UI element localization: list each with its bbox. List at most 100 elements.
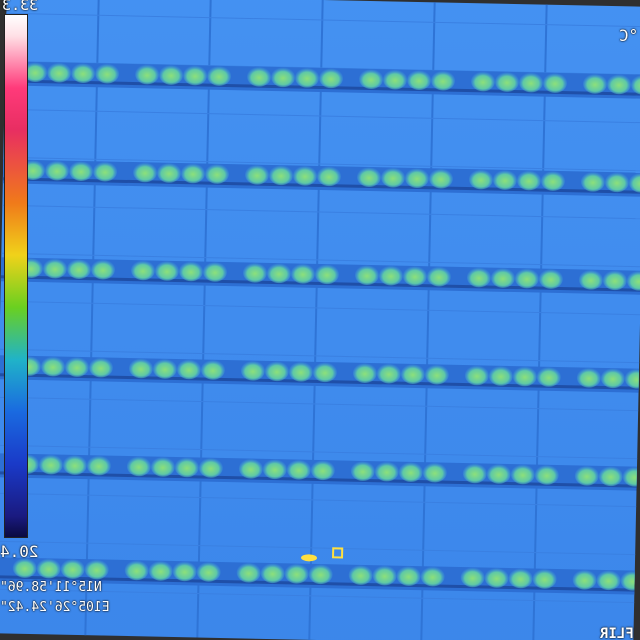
junction-hotspot bbox=[150, 456, 175, 477]
hotspot-anomaly bbox=[332, 547, 344, 559]
junction-hotspot bbox=[471, 71, 496, 92]
junction-hotspot bbox=[12, 557, 37, 578]
junction-hotspot bbox=[205, 163, 230, 184]
junction-hotspot bbox=[604, 172, 629, 193]
junction-hotspot bbox=[93, 161, 118, 182]
junction-hotspot bbox=[428, 168, 453, 189]
junction-hotspot bbox=[317, 166, 342, 187]
junction-hotspot bbox=[352, 362, 377, 383]
junction-hotspot bbox=[84, 559, 109, 580]
junction-hotspot bbox=[466, 267, 491, 288]
junction-hotspot bbox=[202, 261, 227, 282]
junction-hotspot bbox=[460, 567, 485, 588]
junction-hotspot bbox=[43, 258, 68, 279]
panel-row-seam bbox=[0, 274, 640, 293]
module-seam bbox=[0, 300, 640, 316]
junction-hotspot bbox=[490, 267, 515, 288]
panel-row-seam bbox=[0, 574, 640, 593]
junction-hotspot bbox=[602, 270, 627, 291]
junction-hotspot bbox=[402, 265, 427, 286]
junction-hotspot bbox=[154, 260, 179, 281]
junction-hotspot bbox=[372, 565, 397, 586]
module-seam bbox=[0, 156, 640, 172]
junction-hotspot bbox=[236, 562, 261, 583]
temperature-scale-bar bbox=[4, 14, 28, 538]
junction-hotspot bbox=[71, 62, 96, 83]
junction-hotspot bbox=[538, 268, 563, 289]
junction-hotspot bbox=[269, 165, 294, 186]
module-seam bbox=[531, 0, 549, 640]
junction-hotspot bbox=[264, 361, 289, 382]
junction-hotspot bbox=[266, 263, 291, 284]
panel-row-seam bbox=[0, 78, 640, 97]
junction-hotspot bbox=[198, 457, 223, 478]
junction-hotspot bbox=[200, 359, 225, 380]
junction-hotspot bbox=[383, 69, 408, 90]
junction-hotspot bbox=[510, 464, 535, 485]
module-seam bbox=[0, 492, 640, 508]
junction-hotspot bbox=[245, 164, 270, 185]
junction-hotspot bbox=[67, 258, 92, 279]
junction-hotspot bbox=[512, 366, 537, 387]
junction-hotspot bbox=[126, 456, 151, 477]
module-seam bbox=[83, 0, 101, 640]
gps-longitude: E105°26'24.42" bbox=[0, 600, 110, 615]
junction-hotspot bbox=[576, 367, 601, 388]
scale-max-label: 33.3 bbox=[2, 0, 39, 14]
junction-hotspot bbox=[23, 61, 48, 82]
junction-hotspot bbox=[178, 261, 203, 282]
junction-hotspot bbox=[357, 166, 382, 187]
junction-hotspot bbox=[308, 564, 333, 585]
junction-hotspot bbox=[583, 73, 608, 94]
junction-hotspot bbox=[407, 70, 432, 91]
junction-hotspot bbox=[514, 268, 539, 289]
module-seam bbox=[0, 444, 640, 460]
junction-hotspot bbox=[88, 357, 113, 378]
junction-hotspot bbox=[431, 70, 456, 91]
junction-hotspot bbox=[45, 160, 70, 181]
module-seam bbox=[0, 396, 640, 412]
junction-hotspot bbox=[381, 167, 405, 188]
junction-hotspot bbox=[516, 170, 541, 191]
junction-hotspot bbox=[319, 68, 344, 89]
junction-hotspot bbox=[310, 460, 335, 481]
junction-hotspot bbox=[69, 160, 94, 181]
junction-hotspot bbox=[293, 165, 318, 186]
junction-hotspot bbox=[376, 363, 401, 384]
module-seam bbox=[0, 348, 640, 364]
junction-hotspot bbox=[240, 360, 265, 381]
junction-hotspot bbox=[157, 162, 182, 183]
gps-latitude: N15°11'58.96" bbox=[0, 580, 102, 595]
junction-hotspot bbox=[420, 566, 445, 587]
junction-hotspot bbox=[359, 69, 384, 90]
junction-hotspot bbox=[196, 561, 221, 582]
module-seam bbox=[0, 204, 640, 220]
junction-hotspot bbox=[295, 67, 320, 88]
junction-hotspot bbox=[64, 356, 89, 377]
junction-hotspot bbox=[290, 263, 315, 284]
junction-hotspot bbox=[540, 170, 565, 191]
junction-hotspot bbox=[574, 465, 599, 486]
junction-hotspot bbox=[181, 163, 206, 184]
junction-hotspot bbox=[378, 265, 403, 286]
junction-hotspot bbox=[534, 464, 559, 485]
junction-hotspot bbox=[62, 454, 87, 475]
junction-hotspot bbox=[312, 362, 337, 383]
junction-hotspot bbox=[271, 67, 296, 88]
junction-hotspot bbox=[543, 72, 568, 93]
junction-hotspot bbox=[532, 568, 557, 589]
module-seam bbox=[0, 12, 640, 28]
junction-hotspot bbox=[159, 64, 184, 85]
module-seam bbox=[0, 108, 640, 124]
junction-hotspot bbox=[47, 62, 72, 83]
junction-hotspot bbox=[38, 454, 63, 475]
junction-hotspot bbox=[400, 363, 425, 384]
junction-hotspot bbox=[622, 466, 640, 487]
hotspot-anomalies bbox=[301, 547, 344, 562]
brand-logo: FLIR bbox=[600, 626, 634, 640]
junction-hotspot bbox=[536, 366, 561, 387]
junction-hotspot bbox=[262, 459, 287, 480]
junction-hotspot bbox=[572, 569, 597, 590]
panel-row-bands bbox=[0, 60, 640, 596]
